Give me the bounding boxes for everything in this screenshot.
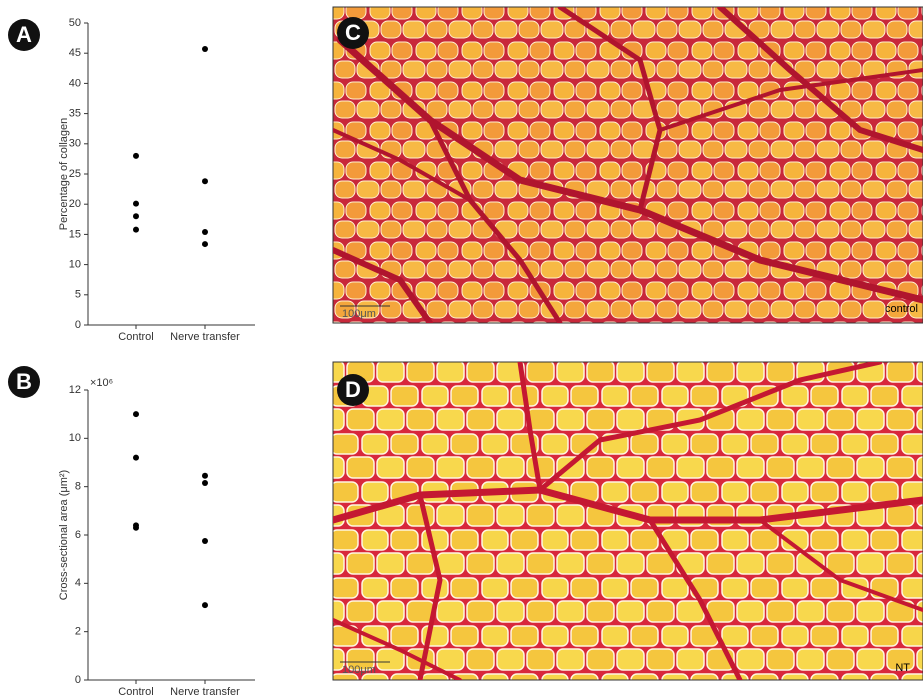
x-tick-label: Control xyxy=(118,686,153,695)
panel-label: A xyxy=(16,22,32,47)
y-tick-label: 30 xyxy=(69,138,81,150)
y-tick-label: 10 xyxy=(69,259,81,271)
image-d xyxy=(333,362,923,680)
panel-label: C xyxy=(345,20,361,45)
y-tick-label: 35 xyxy=(69,108,81,120)
data-point xyxy=(202,473,208,479)
data-point xyxy=(133,227,139,233)
y-tick-label: 8 xyxy=(75,481,81,493)
y-tick-label: 4 xyxy=(75,577,81,589)
data-point xyxy=(202,602,208,608)
data-point xyxy=(202,229,208,235)
y-tick-label: 15 xyxy=(69,228,81,240)
y-tick-label: 10 xyxy=(69,432,81,444)
x-tick-label: Nerve transfer xyxy=(170,686,240,695)
y-tick-label: 5 xyxy=(75,289,81,301)
data-point xyxy=(202,178,208,184)
y-multiplier: ×10⁶ xyxy=(90,377,113,389)
data-point xyxy=(133,411,139,417)
y-tick-label: 2 xyxy=(75,626,81,638)
panel-label: D xyxy=(345,377,361,402)
scale-bar-label: 100μm xyxy=(342,664,376,676)
y-tick-label: 0 xyxy=(75,319,81,331)
x-tick-label: Nerve transfer xyxy=(170,331,240,343)
panel-label: B xyxy=(16,369,32,394)
y-tick-label: 50 xyxy=(69,17,81,29)
y-tick-label: 0 xyxy=(75,674,81,686)
y-tick-label: 45 xyxy=(69,47,81,59)
data-point xyxy=(133,455,139,461)
image-caption: control xyxy=(885,303,918,315)
y-tick-label: 40 xyxy=(69,77,81,89)
data-point xyxy=(202,46,208,52)
image-caption: NT xyxy=(895,662,910,674)
axis-line xyxy=(88,23,255,325)
y-axis-label: Percentage of collagen xyxy=(58,118,70,231)
data-point xyxy=(202,538,208,544)
y-tick-label: 6 xyxy=(75,529,81,541)
data-point xyxy=(202,241,208,247)
x-tick-label: Control xyxy=(118,331,153,343)
y-tick-label: 25 xyxy=(69,168,81,180)
data-point xyxy=(133,525,139,531)
y-tick-label: 12 xyxy=(69,384,81,396)
figure: 05101520253035404550ControlNerve transfe… xyxy=(0,0,923,695)
y-tick-label: 20 xyxy=(69,198,81,210)
data-point xyxy=(133,213,139,219)
y-axis-label: Cross-sectional area (μm²) xyxy=(58,470,70,600)
image-c xyxy=(333,7,923,323)
data-point xyxy=(133,153,139,159)
data-point xyxy=(202,480,208,486)
scale-bar-label: 100μm xyxy=(342,308,376,320)
data-point xyxy=(133,201,139,207)
axis-line xyxy=(88,390,255,680)
